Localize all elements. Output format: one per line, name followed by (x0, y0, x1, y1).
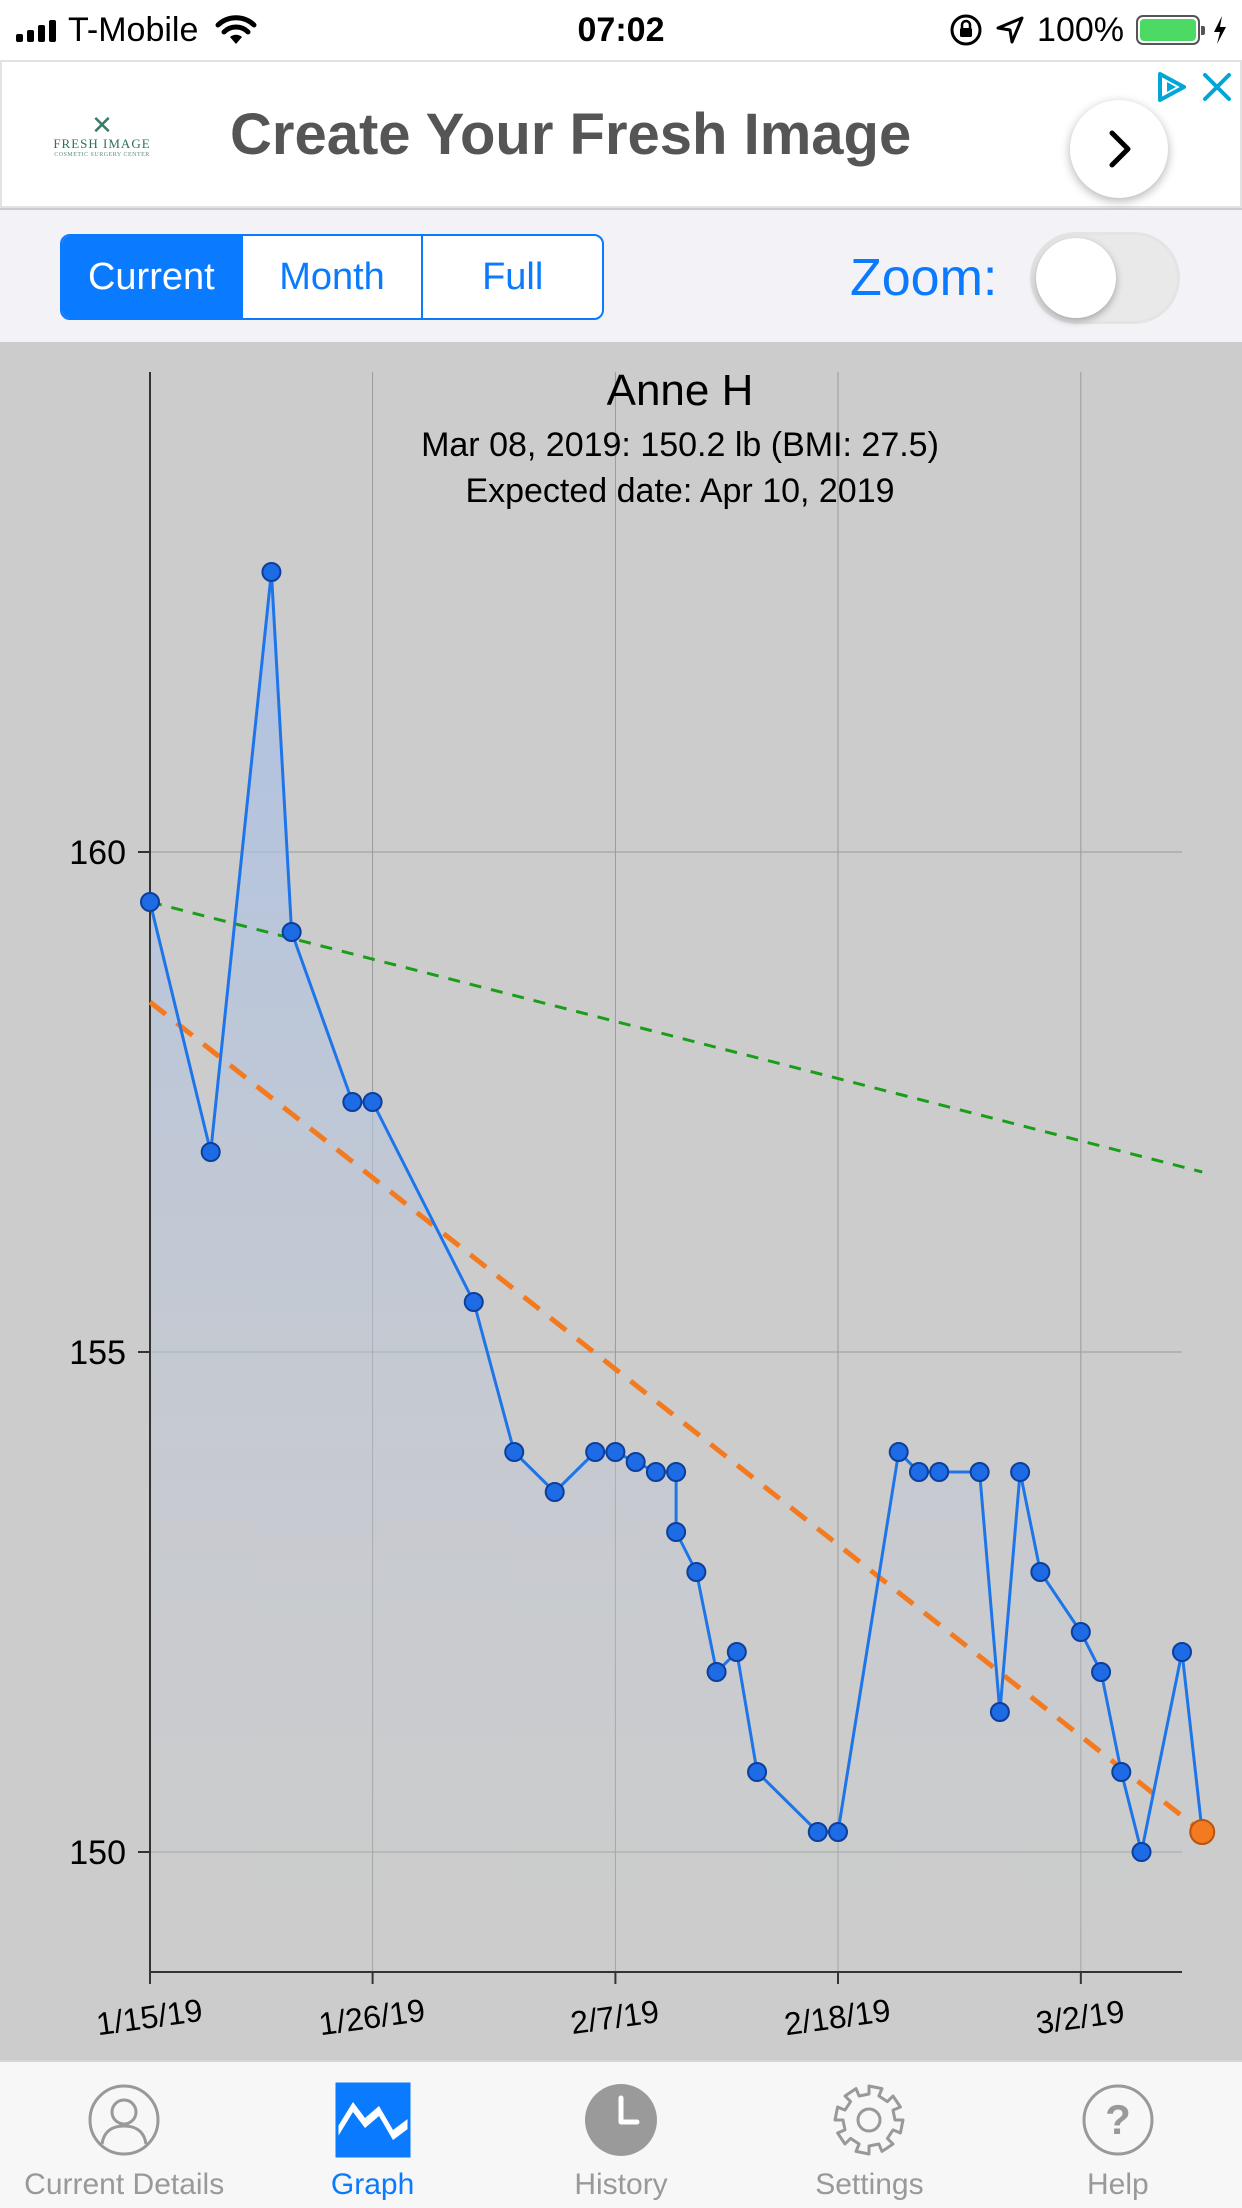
data-point (261, 562, 282, 582)
data-point (645, 1462, 666, 1482)
location-icon (996, 16, 1024, 44)
data-point (929, 1462, 950, 1482)
ad-brand: FRESH IMAGE (53, 136, 151, 151)
data-point (625, 1452, 646, 1472)
tab-label: Help (1086, 2168, 1149, 2201)
rotation-lock-icon (950, 14, 982, 46)
graph-toolbar: Current Month Full Zoom: (0, 210, 1242, 342)
data-point (828, 1822, 848, 1842)
data-point (666, 1522, 687, 1542)
data-point (747, 1762, 768, 1782)
data-point (989, 1702, 1010, 1722)
tab-history[interactable]: History (497, 2062, 745, 2208)
data-point (726, 1642, 747, 1662)
data-point (1172, 1642, 1192, 1662)
data-point (1091, 1662, 1112, 1682)
battery-percent: 100% (1037, 10, 1124, 49)
ad-banner[interactable]: ✕ FRESH IMAGE COSMETIC SURGERY CENTER Cr… (0, 60, 1242, 208)
person-icon (84, 2080, 164, 2160)
status-bar: T-Mobile 07:02 100% (0, 0, 1242, 60)
x-tick-label: 1/26/19 (317, 1992, 428, 2043)
zoom-toggle[interactable] (1030, 232, 1180, 324)
data-point (342, 1092, 363, 1112)
ad-choices-icon[interactable] (1154, 70, 1190, 104)
data-point (140, 892, 160, 912)
ad-logo: ✕ FRESH IMAGE COSMETIC SURGERY CENTER (42, 106, 162, 166)
weight-area (150, 572, 1203, 1972)
data-point (1131, 1842, 1152, 1862)
tab-help[interactable]: ? Help (994, 2062, 1242, 2208)
data-point (969, 1462, 990, 1482)
data-point (706, 1662, 727, 1682)
range-segmented-control: Current Month Full (60, 234, 604, 320)
svg-text:?: ? (1105, 2096, 1131, 2143)
data-point (544, 1482, 565, 1502)
help-icon: ? (1078, 2080, 1158, 2160)
graph-icon (333, 2080, 413, 2160)
clock: 07:02 (577, 11, 665, 49)
signal-icon (16, 18, 56, 42)
data-point (1030, 1562, 1051, 1582)
data-point (1111, 1762, 1132, 1782)
ad-logo-mark: ✕ (91, 110, 113, 140)
data-point (1070, 1622, 1091, 1642)
chart-subtitle-latest: Mar 08, 2019: 150.2 lb (BMI: 27.5) (421, 426, 939, 464)
chart-title: Anne H (606, 366, 754, 415)
x-tick-label: 3/2/19 (1034, 1993, 1127, 2041)
tab-current-details[interactable]: Current Details (0, 2062, 248, 2208)
x-tick-label: 1/15/19 (94, 1992, 205, 2043)
tab-bar: Current Details Graph History Settings (0, 2060, 1242, 2208)
green-trend-line (149, 900, 1203, 1174)
tab-graph[interactable]: Graph (248, 2062, 496, 2208)
chevron-right-icon (1109, 130, 1131, 168)
y-tick-label: 150 (69, 1834, 126, 1872)
data-point (463, 1292, 484, 1312)
weight-chart[interactable]: 150 155 160 1/15/19 1/26/19 2/7/19 2/18/19 3/2/… (0, 342, 1242, 2060)
data-point (362, 1092, 383, 1112)
wifi-icon (215, 15, 257, 44)
orange-trend-line (148, 1000, 1204, 1834)
tab-label: Graph (330, 2168, 415, 2201)
data-point (908, 1462, 929, 1482)
y-tick-label: 160 (69, 834, 126, 872)
ad-headline[interactable]: Create Your Fresh Image (230, 102, 912, 167)
chart-subtitle-expected: Expected date: Apr 10, 2019 (465, 472, 895, 510)
ad-open-button[interactable] (1070, 100, 1168, 198)
data-point (281, 922, 302, 942)
weight-line (148, 570, 1204, 1854)
segment-month[interactable]: Month (243, 236, 424, 318)
data-point (807, 1822, 828, 1842)
battery-icon (1136, 15, 1205, 45)
ad-close-icon[interactable] (1200, 70, 1234, 104)
clock-icon (581, 2080, 661, 2160)
data-point (888, 1442, 909, 1462)
x-tick-label: 2/18/19 (782, 1992, 893, 2043)
data-point (605, 1442, 626, 1462)
data-point (585, 1442, 606, 1462)
carrier-name: T-Mobile (68, 10, 199, 49)
data-point (1010, 1462, 1031, 1482)
tab-label: Current Details (24, 2168, 225, 2201)
x-tick-label: 2/7/19 (568, 1993, 661, 2041)
chart-canvas: 150 155 160 1/15/19 1/26/19 2/7/19 2/18/19 3/2/… (69, 372, 1216, 2043)
latest-data-point (1189, 1819, 1216, 1845)
data-point (200, 1142, 221, 1162)
tab-label: Settings (815, 2168, 924, 2201)
charging-icon (1214, 16, 1226, 44)
data-point (686, 1562, 707, 1582)
zoom-toggle-knob (1036, 238, 1116, 318)
zoom-label: Zoom: (850, 249, 998, 307)
ad-brand-tagline: COSMETIC SURGERY CENTER (54, 152, 150, 158)
y-tick-label: 155 (69, 1334, 126, 1372)
data-point (666, 1462, 687, 1482)
gear-icon (829, 2080, 909, 2160)
data-point (504, 1442, 525, 1462)
tab-settings[interactable]: Settings (745, 2062, 993, 2208)
segment-full[interactable]: Full (482, 255, 544, 298)
segment-current[interactable]: Current (62, 236, 243, 318)
tab-label: History (574, 2168, 668, 2201)
